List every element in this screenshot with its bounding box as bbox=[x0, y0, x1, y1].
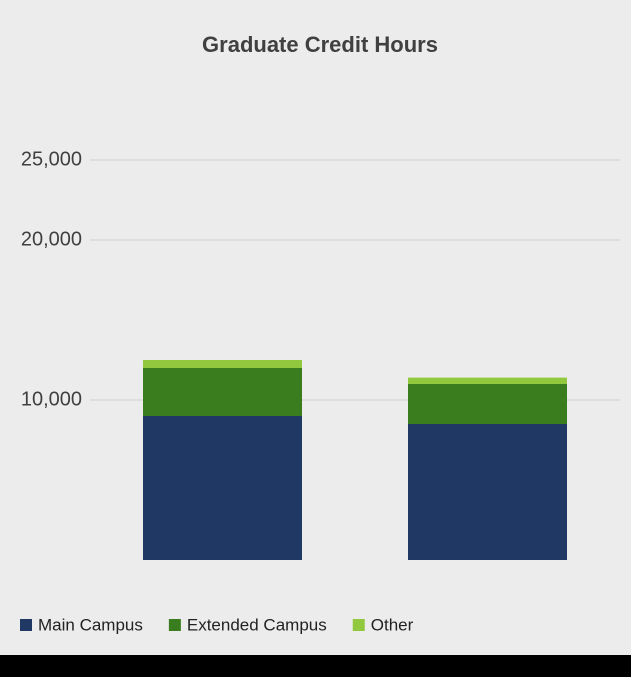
legend-swatch bbox=[352, 619, 365, 631]
legend-label: Main Campus bbox=[38, 615, 143, 634]
bar bbox=[408, 377, 567, 384]
bar bbox=[143, 360, 302, 368]
y-tick-label: 25,000 bbox=[21, 148, 82, 170]
bar bbox=[143, 416, 302, 560]
bottom-bar bbox=[0, 655, 631, 677]
legend-label: Extended Campus bbox=[187, 615, 327, 634]
legend-swatch bbox=[20, 619, 32, 631]
legend-label: Other bbox=[371, 615, 414, 634]
chart-title: Graduate Credit Hours bbox=[202, 32, 438, 57]
bar bbox=[408, 384, 567, 424]
bar bbox=[408, 424, 567, 560]
bar bbox=[143, 368, 302, 416]
y-tick-label: 20,000 bbox=[21, 228, 82, 250]
legend-swatch bbox=[168, 619, 181, 631]
y-tick-label: 10,000 bbox=[21, 388, 82, 410]
